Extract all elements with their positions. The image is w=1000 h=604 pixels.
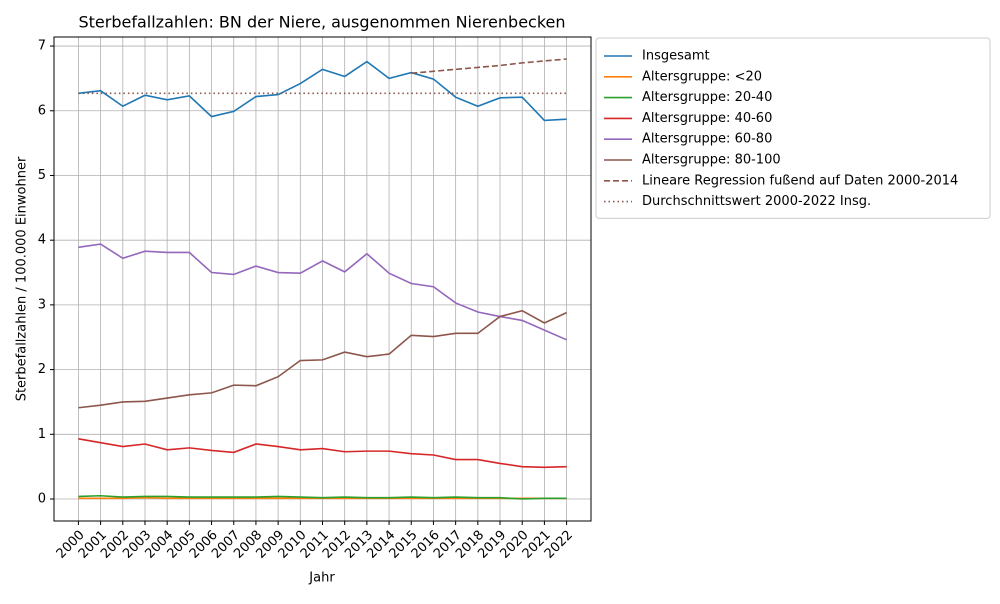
y-tick-label: 2 [38, 362, 46, 377]
series-line [78, 494, 567, 500]
y-tick-label: 1 [38, 427, 46, 442]
legend-label: Altersgruppe: 60-80 [642, 132, 772, 147]
y-axis-label: Sterbefallzahlen / 100.000 Einwohner [15, 156, 30, 401]
legend-label: Altersgruppe: 80-100 [642, 153, 781, 168]
series-line [78, 309, 567, 409]
chart-title: Sterbefallzahlen: BN der Niere, ausgenom… [78, 13, 565, 32]
y-tick-label: 4 [38, 233, 46, 248]
legend: Insgesamt Altersgruppe: <20 Altersgruppe: … [595, 37, 991, 219]
legend-frame [595, 37, 991, 219]
y-tick-label: 0 [38, 492, 46, 507]
legend-label: Altersgruppe: 20-40 [642, 90, 772, 105]
legend-label: Altersgruppe: <20 [642, 69, 762, 84]
series-line [411, 58, 567, 75]
legend-label: Insgesamt [642, 49, 710, 64]
y-tick-label: 5 [38, 168, 46, 183]
series-line [78, 243, 567, 341]
x-axis-label: Jahr [308, 571, 335, 586]
plot-frame [53, 36, 592, 522]
legend-label: Altersgruppe: 40-60 [642, 111, 772, 126]
y-tick-label: 3 [38, 297, 46, 312]
y-tick-label: 7 [38, 39, 46, 54]
series-line [78, 60, 567, 122]
series-line [78, 438, 567, 469]
legend-label: Lineare Regression fußend auf Daten 2000… [642, 173, 958, 188]
legend-label: Durchschnittswert 2000-2022 Insg. [642, 194, 871, 209]
y-tick-label: 6 [38, 103, 46, 118]
